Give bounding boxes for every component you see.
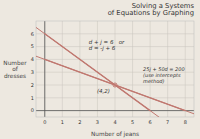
x-grid-line bbox=[132, 21, 133, 117]
y-tick-label: 4 bbox=[31, 56, 34, 62]
equation-line bbox=[45, 34, 150, 111]
x-tick-label: 6 bbox=[149, 119, 152, 125]
x-grid-line bbox=[185, 21, 186, 117]
y-tick-label: 0 bbox=[31, 107, 34, 113]
title: Solving a Systemsof Equations by Graphin… bbox=[108, 2, 195, 17]
x-grid-line bbox=[115, 21, 116, 117]
x-tick-label: 7 bbox=[166, 119, 169, 125]
y-grid-line bbox=[36, 97, 194, 98]
y-axis-label: Numberofdresses bbox=[3, 60, 27, 79]
y-grid-line bbox=[36, 33, 194, 34]
intersection-point bbox=[113, 83, 117, 87]
intersection-label: (4,2) bbox=[97, 88, 110, 94]
x-tick-label: 2 bbox=[78, 119, 81, 125]
grid bbox=[36, 21, 194, 117]
y-tick-label: 6 bbox=[31, 31, 34, 37]
y-axis-line bbox=[44, 21, 45, 117]
y-tick-label: 1 bbox=[31, 95, 34, 101]
line2-label: 25j + 50d = 200(use interceptsmethod) bbox=[143, 66, 185, 84]
x-tick-label: 0 bbox=[43, 119, 46, 125]
x-grid-line bbox=[44, 21, 45, 117]
y-tick-label: 2 bbox=[31, 82, 34, 88]
plot-area bbox=[36, 27, 194, 117]
x-grid-line bbox=[97, 21, 98, 117]
x-tick-label: 3 bbox=[96, 119, 99, 125]
chart: 0 1 2 3 4 5 6 7 8 0 1 2 3 4 5 6 (4,2) d + j = 6 ord = -j … bbox=[0, 0, 200, 139]
y-grid-line bbox=[36, 59, 194, 60]
equation-line bbox=[45, 59, 185, 110]
line-extension bbox=[36, 56, 194, 114]
x-grid-line bbox=[62, 21, 63, 117]
x-grid-line bbox=[79, 21, 80, 117]
y-tick-label: 5 bbox=[31, 43, 34, 49]
line-extension bbox=[36, 27, 194, 117]
y-tick-label: 3 bbox=[31, 69, 34, 75]
x-tick-label: 5 bbox=[131, 119, 134, 125]
x-tick-label: 4 bbox=[113, 119, 116, 125]
background bbox=[0, 0, 200, 139]
x-tick-label: 1 bbox=[61, 119, 64, 125]
line1-label: d + j = 6 ord = -j + 6 bbox=[89, 39, 125, 52]
y-grid-line bbox=[36, 110, 194, 111]
x-axis-line bbox=[36, 110, 194, 111]
x-axis-label: Number of jeans bbox=[91, 131, 139, 138]
x-tick-label: 8 bbox=[184, 119, 187, 125]
plot-frame bbox=[36, 21, 194, 117]
